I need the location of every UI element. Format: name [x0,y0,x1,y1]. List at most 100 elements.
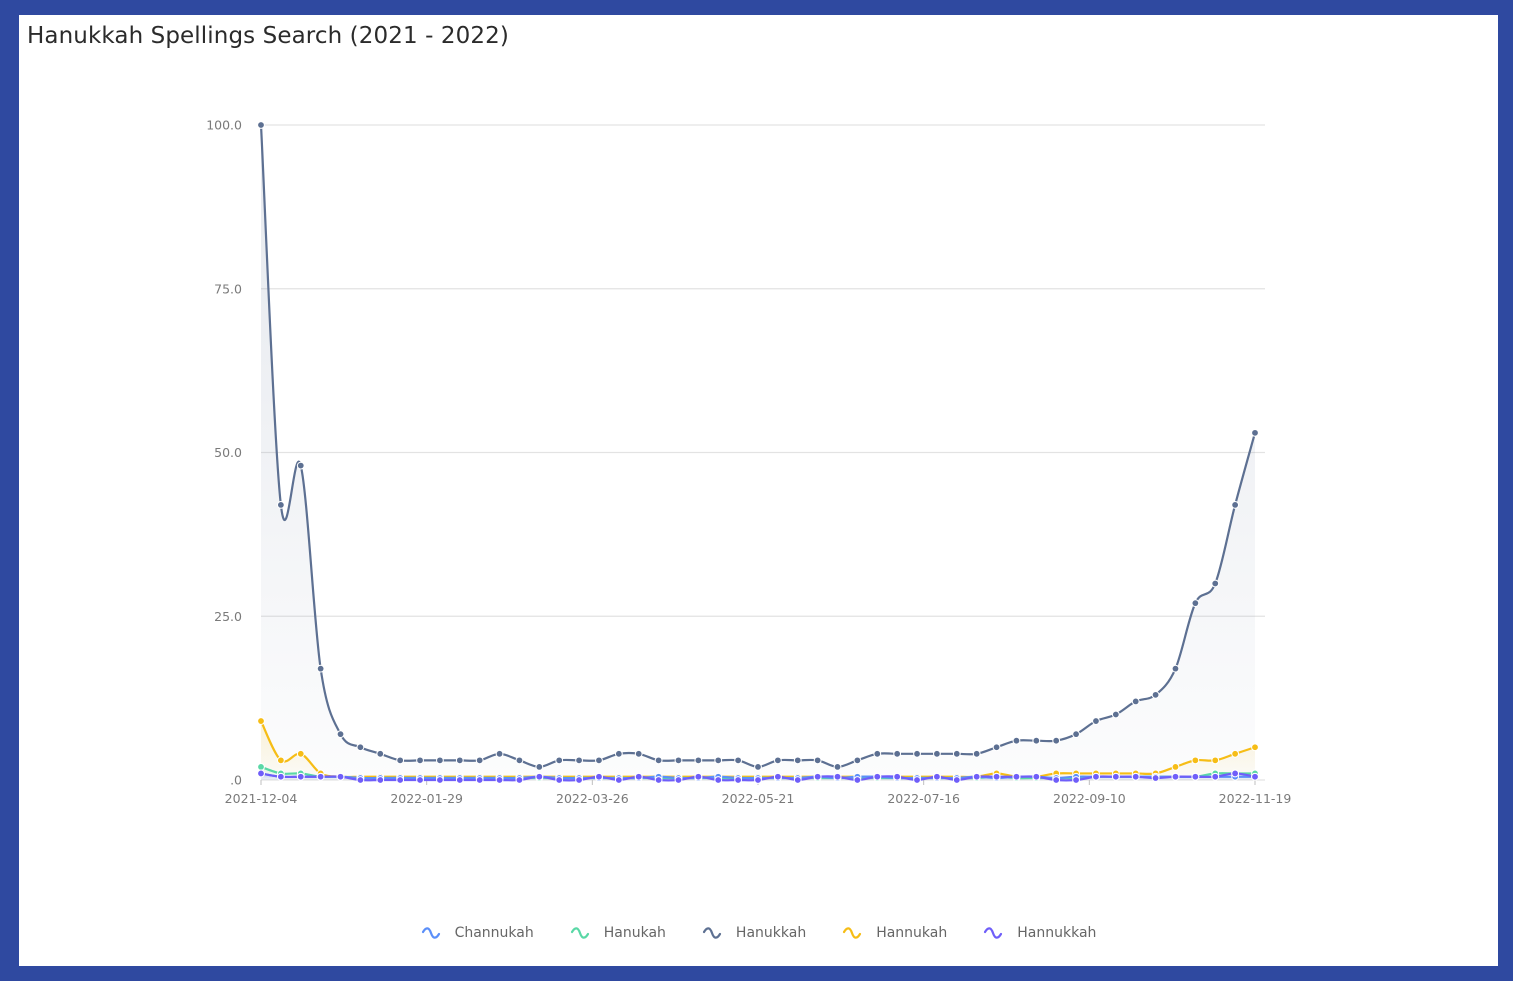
point-hannukkah[interactable] [674,776,683,784]
point-hannukkah[interactable] [1151,774,1160,782]
point-hannukkah[interactable] [754,776,762,784]
point-hanukkah[interactable] [614,749,623,758]
point-hannukkah[interactable] [396,776,405,784]
point-hannukah[interactable] [257,717,265,725]
legend-item-hannukah[interactable]: Hannukah [842,925,947,941]
point-hannukkah[interactable] [1211,772,1220,781]
point-hannukkah[interactable] [614,776,623,784]
legend-item-hanukkah[interactable]: Hanukkah [702,925,806,941]
point-hanukkah[interactable] [475,756,484,765]
point-hannukkah[interactable] [356,776,365,784]
point-hannukkah[interactable] [714,776,723,784]
point-hannukkah[interactable] [634,772,643,781]
point-hannukah[interactable] [1211,756,1220,765]
point-hannukkah[interactable] [813,772,822,781]
point-hanukkah[interactable] [376,749,385,758]
point-hanukkah[interactable] [535,763,544,771]
point-hannukkah[interactable] [296,772,305,781]
point-hannukkah[interactable] [316,772,325,781]
point-hannukkah[interactable] [992,772,1001,781]
point-hanukkah[interactable] [1231,501,1240,509]
point-hanukkah[interactable] [634,749,643,758]
point-hanukkah[interactable] [1251,428,1259,437]
point-hannukkah[interactable] [595,772,603,781]
point-hanukkah[interactable] [933,749,941,758]
point-hannukkah[interactable] [535,772,544,781]
point-hanukkah[interactable] [714,756,723,765]
point-hannukkah[interactable] [893,772,902,781]
point-hanukkah[interactable] [654,756,663,765]
point-hanukkah[interactable] [416,756,424,765]
point-hannukkah[interactable] [575,776,583,784]
point-hannukkah[interactable] [1032,772,1041,781]
point-hannukkah[interactable] [1131,772,1140,781]
point-hannukkah[interactable] [1052,776,1061,784]
point-hanukkah[interactable] [595,756,603,765]
point-hannukkah[interactable] [276,772,285,781]
point-hannukkah[interactable] [1012,772,1021,781]
legend-item-hanukah[interactable]: Hanukah [570,925,666,941]
point-hanukkah[interactable] [873,749,882,758]
point-hanukkah[interactable] [555,756,564,765]
point-hanukkah[interactable] [773,756,782,765]
point-hannukkah[interactable] [853,776,862,784]
point-hannukkah[interactable] [1111,772,1120,781]
point-hannukkah[interactable] [336,772,345,781]
point-hannukkah[interactable] [515,776,524,784]
point-hanukkah[interactable] [1111,710,1120,719]
point-hanukkah[interactable] [992,743,1001,752]
point-hannukah[interactable] [1251,743,1259,752]
point-hannukah[interactable] [1231,749,1240,758]
point-hannukkah[interactable] [455,776,464,784]
point-hanukkah[interactable] [1012,736,1021,745]
point-hanukkah[interactable] [793,756,802,765]
point-hannukkah[interactable] [1231,769,1240,778]
point-hanukkah[interactable] [316,664,325,673]
point-hanukkah[interactable] [853,756,862,765]
point-hannukkah[interactable] [475,776,484,784]
point-hanukkah[interactable] [296,461,305,470]
point-hanukkah[interactable] [276,501,285,509]
legend-item-channukah[interactable]: Channukah [421,925,534,941]
point-hanukkah[interactable] [972,749,981,758]
point-hannukkah[interactable] [1171,772,1180,781]
point-hanukkah[interactable] [1131,697,1140,706]
point-hanukkah[interactable] [1191,599,1200,608]
point-hanukkah[interactable] [436,756,444,765]
point-hanukah[interactable] [257,763,265,771]
point-hanukkah[interactable] [1211,579,1220,588]
point-hannukkah[interactable] [1072,776,1080,784]
point-hanukkah[interactable] [1151,690,1160,699]
point-hanukkah[interactable] [336,730,345,739]
point-hannukah[interactable] [276,756,285,765]
point-hanukkah[interactable] [734,756,743,765]
point-hannukkah[interactable] [436,776,444,784]
point-hanukkah[interactable] [257,121,265,129]
point-hanukkah[interactable] [495,749,504,758]
point-hanukkah[interactable] [674,756,683,765]
point-hannukkah[interactable] [416,776,424,784]
point-hannukkah[interactable] [793,776,802,784]
point-hanukkah[interactable] [833,763,842,771]
point-hannukkah[interactable] [773,772,782,781]
point-hanukkah[interactable] [754,763,762,771]
point-hanukkah[interactable] [952,749,961,758]
point-hanukkah[interactable] [396,756,405,765]
legend-item-hannukkah[interactable]: Hannukkah [983,925,1096,941]
point-hannukah[interactable] [296,749,305,758]
point-hannukkah[interactable] [1251,772,1259,781]
point-hannukkah[interactable] [873,772,882,781]
point-hannukkah[interactable] [257,769,265,778]
point-hanukkah[interactable] [1072,730,1080,739]
point-hanukkah[interactable] [893,749,902,758]
point-hannukkah[interactable] [1191,772,1200,781]
point-hanukkah[interactable] [455,756,464,765]
point-hannukkah[interactable] [833,772,842,781]
point-hannukkah[interactable] [933,772,941,781]
point-hannukkah[interactable] [913,776,921,784]
point-hanukkah[interactable] [515,756,524,765]
point-hannukkah[interactable] [654,776,663,784]
point-hanukkah[interactable] [1171,664,1180,673]
point-hannukah[interactable] [1191,756,1200,765]
point-hannukkah[interactable] [694,772,703,781]
